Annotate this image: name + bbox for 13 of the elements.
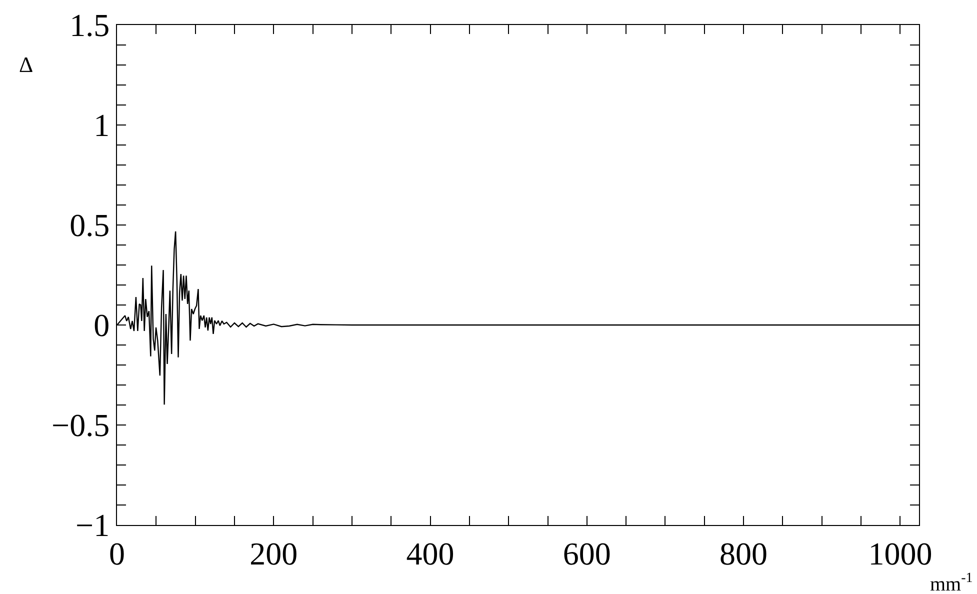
x-tick-label: 1000 xyxy=(868,535,932,572)
y-axis-title: Δ xyxy=(19,52,34,77)
x-tick-label: 200 xyxy=(250,535,298,572)
y-tick-label: 0.5 xyxy=(70,207,110,244)
x-tick-label: 400 xyxy=(406,535,454,572)
y-tick-label: −1 xyxy=(76,507,110,544)
y-tick-label: 1 xyxy=(94,107,110,144)
y-tick-label: 1.5 xyxy=(70,7,110,44)
y-tick-label: 0 xyxy=(94,307,110,344)
x-tick-label: 800 xyxy=(720,535,768,572)
x-axis-title: mm$^{-1}$ xyxy=(930,571,973,594)
y-tick-label: −0.5 xyxy=(52,407,110,444)
x-tick-label: 600 xyxy=(562,535,611,572)
